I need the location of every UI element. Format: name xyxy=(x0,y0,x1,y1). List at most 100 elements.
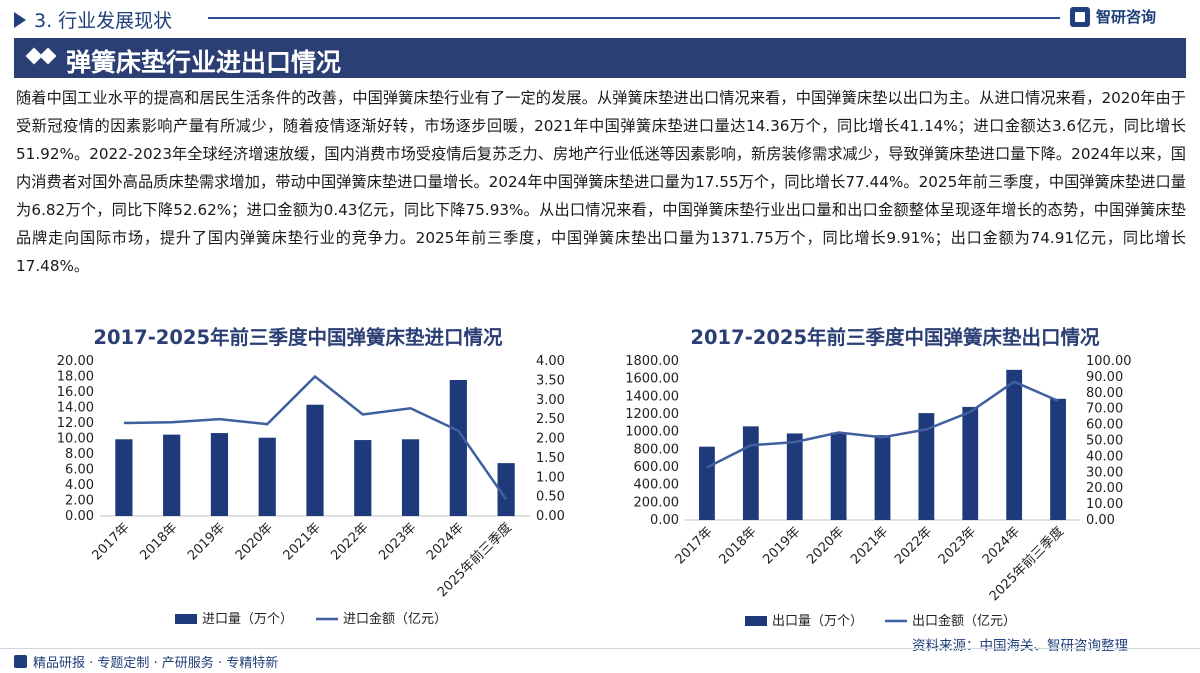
x-axis-tick: 2017年 xyxy=(673,524,716,567)
triangle-icon xyxy=(14,11,26,28)
left-axis-tick: 1800.00 xyxy=(625,354,679,369)
right-axis-tick: 0.00 xyxy=(536,509,565,524)
right-axis-tick: 1.00 xyxy=(536,470,565,485)
banner-title: 弹簧床垫行业进出口情况 xyxy=(66,48,342,77)
left-axis-tick: 20.00 xyxy=(57,354,94,369)
right-axis-tick: 100.00 xyxy=(1086,354,1132,369)
right-axis-tick: 80.00 xyxy=(1086,386,1123,401)
x-axis-tick: 2020年 xyxy=(233,520,276,563)
legend-bar-label: 进口量（万个） xyxy=(202,612,293,627)
bar xyxy=(306,404,324,516)
x-axis-tick: 2017年 xyxy=(90,520,133,563)
chart-title: 2017-2025年前三季度中国弹簧床垫进口情况 xyxy=(93,326,503,349)
left-axis-tick: 8.00 xyxy=(65,447,94,462)
top-divider xyxy=(208,17,1060,19)
diamond-icon xyxy=(39,47,57,65)
right-axis-tick: 0.00 xyxy=(1086,513,1115,528)
bar xyxy=(354,440,372,516)
description-paragraph: 随着中国工业水平的提高和居民生活条件的改善，中国弹簧床垫行业有了一定的发展。从弹… xyxy=(16,89,1186,275)
bar xyxy=(1050,398,1066,520)
right-axis-tick: 10.00 xyxy=(1086,497,1123,512)
export-chart: 2017-2025年前三季度中国弹簧床垫出口情况 0.00 200.00 400.00… xyxy=(625,326,1132,629)
x-axis-tick: 2021年 xyxy=(848,524,891,567)
right-axis-tick: 50.00 xyxy=(1086,434,1123,449)
section-title: 3. 行业发展现状 xyxy=(14,6,172,33)
title-banner: 弹簧床垫行业进出口情况 xyxy=(14,38,1186,78)
bar xyxy=(830,432,847,520)
right-axis-tick: 60.00 xyxy=(1086,418,1123,433)
right-axis-tick: 40.00 xyxy=(1086,449,1123,464)
right-axis-tick: 3.00 xyxy=(536,393,565,408)
data-source: 资料来源：中国海关、智研咨询整理 xyxy=(912,638,1128,654)
left-axis-tick: 6.00 xyxy=(65,463,94,478)
legend-bar-swatch xyxy=(175,614,197,624)
x-axis-tick: 2022年 xyxy=(892,524,935,567)
left-axis-tick: 4.00 xyxy=(65,478,94,493)
legend-bar-label: 出口量（万个） xyxy=(772,614,863,629)
bar xyxy=(497,463,515,516)
chart-title: 2017-2025年前三季度中国弹簧床垫出口情况 xyxy=(690,326,1100,349)
left-axis-tick: 1200.00 xyxy=(625,407,679,422)
bar xyxy=(786,433,803,520)
right-axis-tick: 90.00 xyxy=(1086,370,1123,385)
x-axis-tick: 2022年 xyxy=(328,520,371,563)
bar xyxy=(1006,369,1023,520)
footer: 精品研报 · 专题定制 · 产研服务 · 专精特新 xyxy=(14,652,278,671)
left-axis-tick: 400.00 xyxy=(634,478,680,493)
left-axis-tick: 0.00 xyxy=(650,513,679,528)
left-axis-tick: 18.00 xyxy=(57,370,94,385)
left-axis-tick: 800.00 xyxy=(634,442,680,457)
left-axis-tick: 10.00 xyxy=(57,432,94,447)
left-axis-tick: 200.00 xyxy=(634,495,680,510)
right-axis-tick: 3.50 xyxy=(536,373,565,388)
legend-line-label: 出口金额（亿元） xyxy=(912,613,1016,629)
series-line xyxy=(123,374,508,501)
right-axis-tick: 2.00 xyxy=(536,432,565,447)
left-axis-tick: 14.00 xyxy=(57,401,94,416)
brand: 智研咨询 xyxy=(1070,6,1156,27)
x-axis-tick: 2023年 xyxy=(376,520,419,563)
x-axis-tick: 2019年 xyxy=(185,520,228,563)
left-axis-tick: 16.00 xyxy=(57,385,94,400)
legend-line-label: 进口金额（亿元） xyxy=(343,611,447,627)
left-axis-tick: 1600.00 xyxy=(625,372,679,387)
x-axis-tick: 2024年 xyxy=(424,520,467,563)
bar xyxy=(258,437,276,516)
left-axis-tick: 1000.00 xyxy=(625,425,679,440)
footer-services: 精品研报 · 专题定制 · 产研服务 · 专精特新 xyxy=(33,656,279,671)
bar xyxy=(699,446,715,520)
right-axis-tick: 70.00 xyxy=(1086,402,1123,417)
footer-logo-icon xyxy=(14,655,27,668)
bar xyxy=(115,439,133,516)
left-axis-tick: 600.00 xyxy=(634,460,680,475)
right-axis-tick: 1.50 xyxy=(536,451,565,466)
bar xyxy=(918,413,935,520)
x-axis-tick: 2020年 xyxy=(804,524,847,567)
x-axis-tick: 2025年前三季度 xyxy=(986,524,1067,605)
x-axis-tick: 2019年 xyxy=(760,524,803,567)
bar xyxy=(163,434,181,516)
bar xyxy=(401,439,420,516)
left-axis-tick: 1400.00 xyxy=(625,389,679,404)
right-axis-tick: 0.50 xyxy=(536,490,565,505)
x-axis-tick: 2018年 xyxy=(137,520,180,563)
left-axis-tick: 12.00 xyxy=(57,416,94,431)
brand-logo-icon xyxy=(1070,6,1090,27)
bottom-divider xyxy=(0,648,1200,649)
bar xyxy=(210,433,229,516)
top-bar: 3. 行业发展现状 智研咨询 xyxy=(0,0,1200,36)
section-title-text: 3. 行业发展现状 xyxy=(34,10,173,32)
left-axis-tick: 2.00 xyxy=(65,494,94,509)
right-axis-tick: 2.50 xyxy=(536,412,565,427)
x-axis-tick: 2024年 xyxy=(980,524,1023,567)
x-axis-tick: 2023年 xyxy=(936,524,979,567)
brand-name: 智研咨询 xyxy=(1096,8,1157,26)
bar xyxy=(874,435,891,520)
right-axis-tick: 20.00 xyxy=(1086,481,1123,496)
left-axis-tick: 0.00 xyxy=(65,509,94,524)
bar xyxy=(962,406,979,520)
series-line xyxy=(706,380,1059,469)
legend-bar-swatch xyxy=(745,616,767,626)
right-axis-tick: 30.00 xyxy=(1086,465,1123,480)
import-chart: 2017-2025年前三季度中国弹簧床垫进口情况0.002.004.006.00… xyxy=(57,326,565,627)
